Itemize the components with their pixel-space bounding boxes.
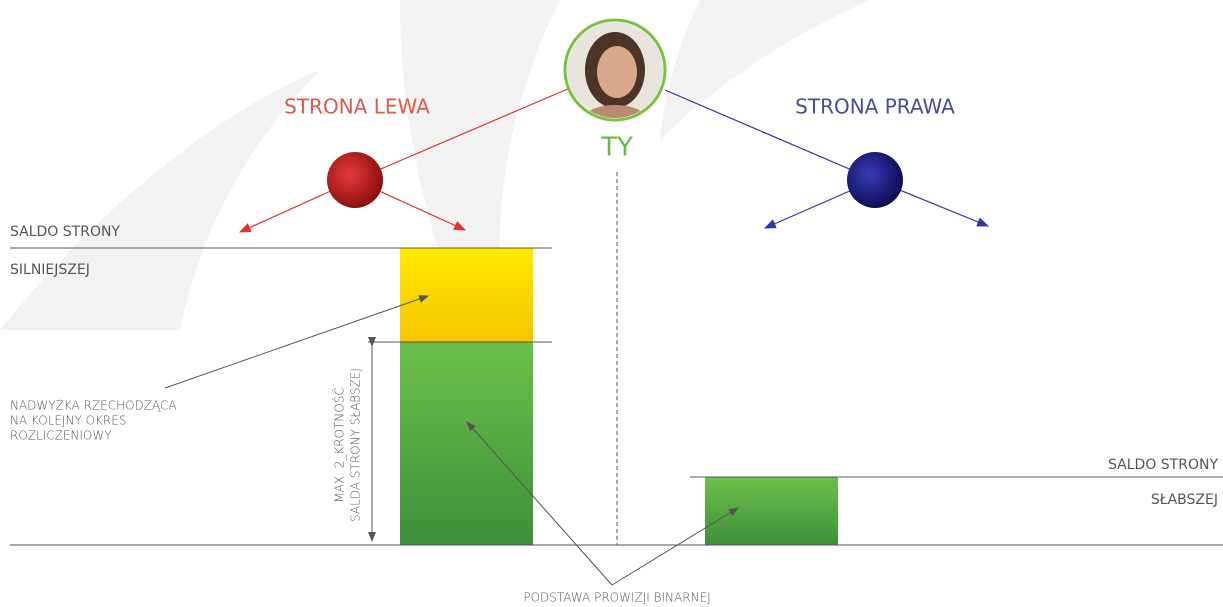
left-node bbox=[327, 152, 383, 208]
right-bar bbox=[705, 477, 838, 545]
pointer bbox=[612, 508, 738, 585]
swoosh bbox=[660, 0, 870, 140]
max-note: SALDA STRONY SŁABSZEJ bbox=[349, 368, 363, 522]
surplus-note: NA KOLEJNY OKRES bbox=[10, 414, 126, 428]
left-bar bbox=[400, 342, 533, 545]
left-label: STRONA LEWA bbox=[284, 95, 430, 119]
strong-balance: SALDO STRONY bbox=[10, 224, 120, 240]
swoosh bbox=[0, 70, 320, 330]
strong-balance: SILNIEJSZEJ bbox=[10, 262, 90, 278]
max-note: MAX. 2_KROTNOŚĆ bbox=[332, 387, 347, 502]
surplus-note: NADWYŻKA RZECHODZĄCA bbox=[10, 399, 177, 413]
surplus-note: ROZLICZENIOWY bbox=[10, 429, 112, 443]
right-label: STRONA PRAWA bbox=[795, 95, 955, 119]
diagram: STRONA LEWA STRONA PRAWA TY SALDO STRONY… bbox=[0, 0, 1223, 607]
weak-balance: SŁABSZEJ bbox=[1151, 492, 1218, 508]
right-node bbox=[847, 152, 903, 208]
surplus-bar bbox=[400, 248, 533, 342]
avatar bbox=[565, 20, 665, 120]
center-label: TY bbox=[600, 133, 633, 163]
base-note: PODSTAWA PROWIZJI BINARNEJ bbox=[523, 591, 710, 605]
weak-balance: SALDO STRONY bbox=[1108, 457, 1218, 473]
